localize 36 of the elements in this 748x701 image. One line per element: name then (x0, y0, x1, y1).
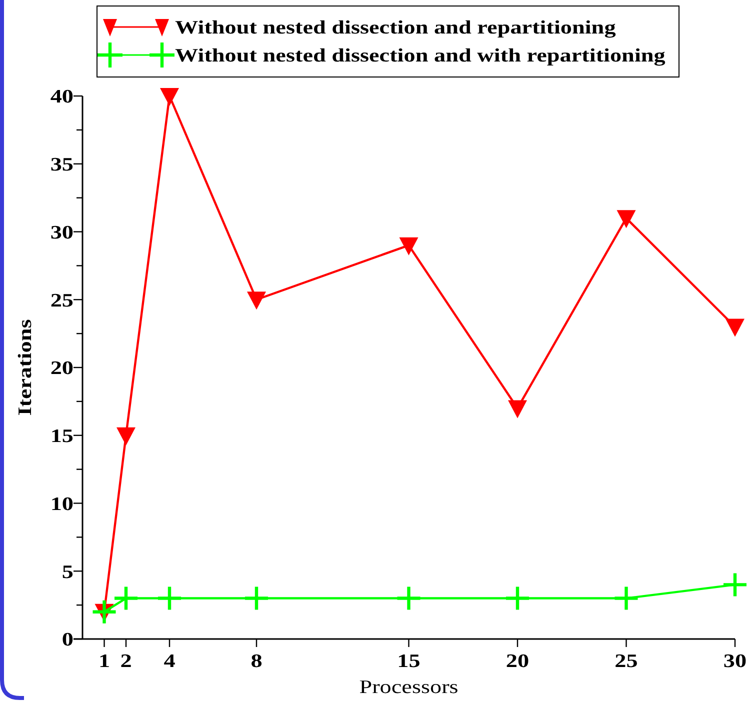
x-tick-label: 15 (397, 650, 420, 672)
point (506, 586, 529, 610)
x-tick-label: 8 (250, 650, 262, 672)
y-tick-label: 0 (62, 628, 74, 650)
point (614, 586, 638, 610)
point (724, 573, 746, 596)
x-tick-label: 2 (120, 650, 132, 672)
point (616, 210, 636, 228)
point (508, 400, 527, 418)
y-tick-label: 30 (50, 221, 74, 243)
y-tick-label: 20 (50, 357, 74, 379)
x-tick-label: 4 (164, 650, 176, 672)
x-tick-label: 20 (506, 650, 530, 672)
y-tick-label: 5 (62, 560, 74, 582)
x-tick-label: 1 (98, 650, 110, 672)
y-tick-label: 15 (50, 424, 74, 447)
x-axis-title: Processors (359, 676, 458, 698)
point (399, 237, 418, 256)
legend-label: Without nested dissection and with repartitioning (175, 44, 666, 66)
x-tick-label: 25 (614, 650, 638, 672)
y-tick-label: 40 (50, 86, 74, 108)
point (114, 586, 138, 610)
point (397, 586, 420, 610)
point (116, 427, 136, 446)
legend-label: Without nested dissection and repartitioning (175, 16, 616, 38)
point (158, 586, 181, 610)
x-tick-label: 30 (723, 650, 747, 672)
y-tick-label: 25 (50, 289, 74, 311)
y-tick-label: 35 (50, 153, 74, 176)
y-tick-label: 10 (50, 492, 74, 514)
point (247, 292, 266, 310)
point (726, 318, 744, 337)
point (245, 586, 268, 610)
point (160, 88, 179, 106)
point (92, 600, 116, 624)
y-axis-title: Iterations (14, 319, 36, 416)
